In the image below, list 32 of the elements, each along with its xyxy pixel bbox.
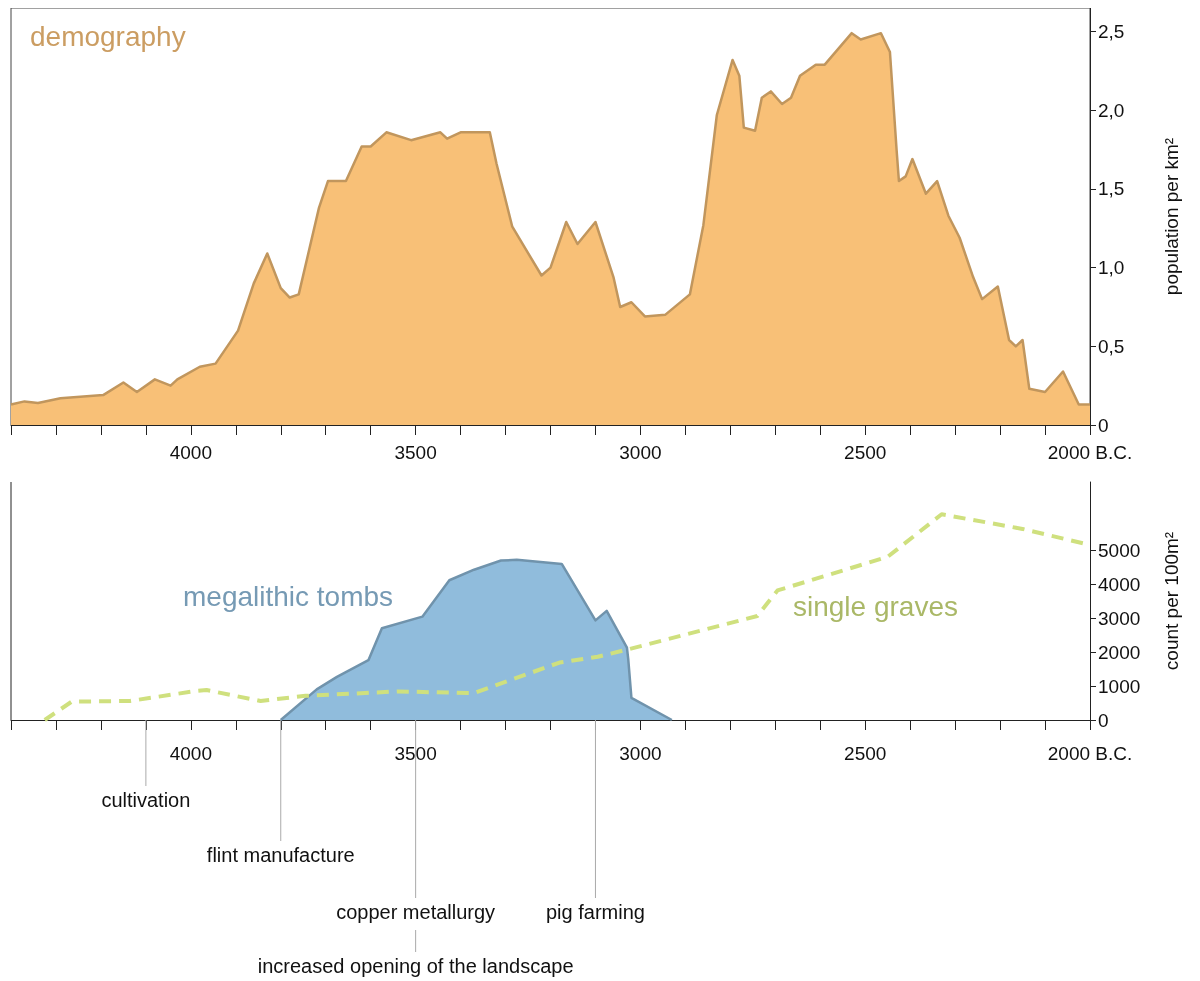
x-tick-label: 3000: [619, 743, 662, 764]
y-tick-label: 0: [1098, 709, 1109, 731]
series-label: megalithic tombs: [183, 580, 394, 612]
x-tick-label: 2000 B.C.: [1047, 743, 1133, 764]
y-tick-label: 5000: [1098, 539, 1141, 561]
text: demography: [30, 20, 186, 52]
ref-line-label: flint manufacture: [206, 844, 355, 866]
x-tick-label: 2000 B.C.: [1047, 442, 1133, 463]
y-axis-title: population per km²: [1161, 137, 1182, 296]
ref-line-label: copper metallurgy: [336, 901, 496, 923]
y-tick-label: 1,0: [1098, 257, 1125, 279]
ref-line-label: cultivation: [101, 789, 191, 811]
y-tick-label: 4000: [1098, 573, 1141, 595]
x-tick-label: 3500: [394, 743, 437, 764]
y-tick-label: 1000: [1098, 675, 1141, 697]
x-tick-label: 3500: [394, 442, 437, 463]
x-tick-label: 3000: [619, 442, 662, 463]
y-tick-label: 3000: [1098, 607, 1141, 629]
y-axis-title: count per 100m²: [1161, 531, 1182, 671]
series-label: single graves: [793, 590, 958, 622]
y-tick-label: 0,5: [1098, 335, 1125, 357]
y-tick-label: 2,5: [1098, 21, 1125, 43]
x-tick-label: 4000: [169, 743, 212, 764]
ref-line-label: pig farming: [545, 901, 645, 923]
y-tick-label: 1,5: [1098, 178, 1125, 200]
x-tick-label: 4000: [169, 442, 212, 463]
y-tick-label: 2000: [1098, 641, 1141, 663]
y-tick-label: 0: [1098, 414, 1109, 436]
x-tick-label: 2500: [844, 442, 887, 463]
text: increased opening of the landscape: [257, 955, 574, 977]
x-tick-label: 2500: [844, 743, 887, 764]
y-tick-label: 2,0: [1098, 99, 1125, 121]
